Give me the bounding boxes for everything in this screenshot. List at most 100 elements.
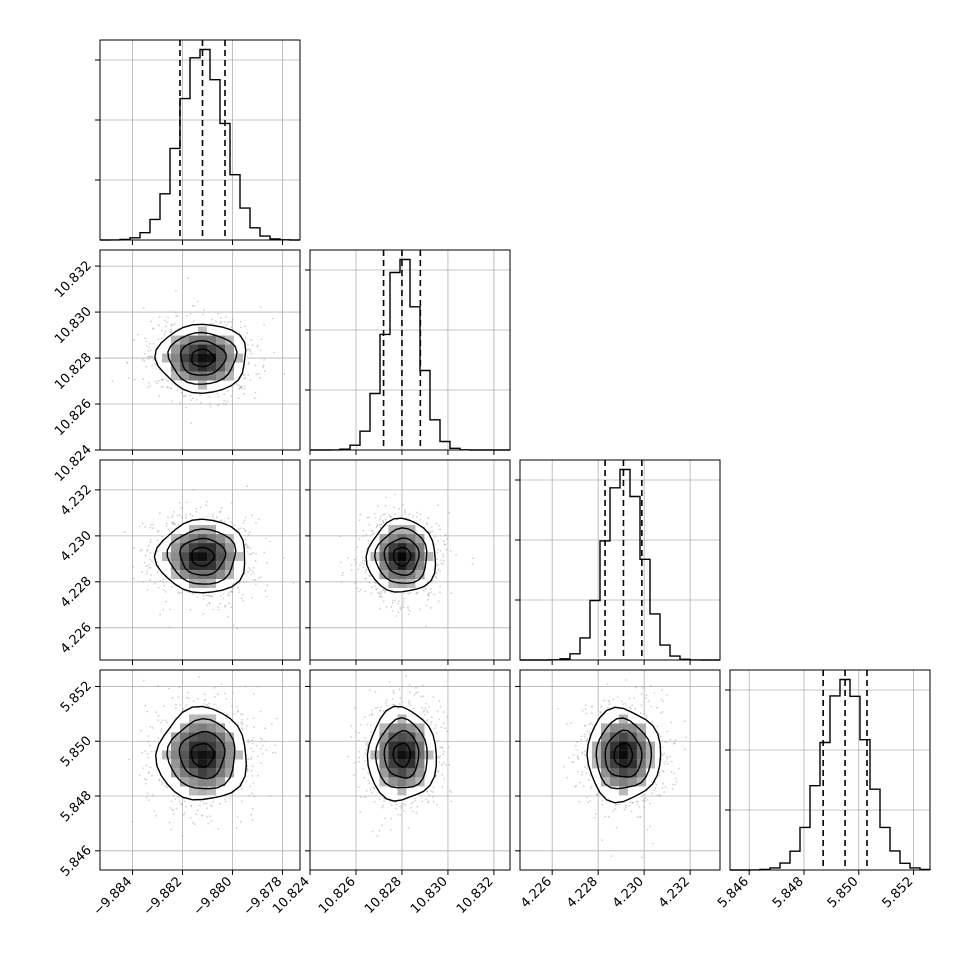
scatter-point xyxy=(220,506,223,509)
scatter-point xyxy=(196,300,199,303)
density-cell xyxy=(198,371,207,381)
scatter-point xyxy=(282,557,285,559)
scatter-point xyxy=(409,704,412,706)
scatter-point xyxy=(472,557,474,560)
scatter-point xyxy=(390,606,393,608)
density-cell xyxy=(415,768,425,778)
scatter-point xyxy=(386,704,389,707)
scatter-point xyxy=(250,758,252,760)
scatter-point xyxy=(426,711,429,714)
scatter-point xyxy=(378,798,381,801)
scatter-point xyxy=(151,355,154,358)
scatter-point xyxy=(167,516,169,519)
scatter-point xyxy=(342,571,344,574)
density-cell xyxy=(198,777,207,787)
scatter-point xyxy=(251,596,254,599)
density-cell xyxy=(180,750,189,760)
scatter-point xyxy=(256,344,259,347)
scatter-point xyxy=(175,703,177,706)
scatter-point xyxy=(227,593,229,596)
scatter-point xyxy=(247,546,250,549)
scatter-point xyxy=(145,572,148,575)
scatter-point xyxy=(210,820,213,823)
scatter-point xyxy=(150,750,153,753)
scatter-point xyxy=(152,342,155,345)
scatter-point xyxy=(257,372,260,375)
scatter-point xyxy=(217,404,219,407)
density-cell xyxy=(162,552,171,562)
scatter-point xyxy=(364,715,366,718)
scatter-point xyxy=(156,571,159,573)
scatter-point xyxy=(674,739,677,741)
density-cell xyxy=(406,579,416,589)
scatter-point xyxy=(566,776,569,779)
scatter-point xyxy=(238,528,240,531)
scatter-point xyxy=(145,782,147,785)
scatter-point xyxy=(394,599,397,602)
scatter-point xyxy=(269,540,271,543)
scatter-point xyxy=(251,570,254,573)
scatter-point xyxy=(427,517,430,520)
scatter-point xyxy=(145,345,148,347)
scatter-point xyxy=(224,800,227,803)
scatter-point xyxy=(389,800,391,803)
scatter-point xyxy=(442,555,444,558)
scatter-point xyxy=(150,574,152,576)
scatter-point xyxy=(439,746,442,749)
scatter-point xyxy=(399,608,402,610)
scatter-point xyxy=(444,764,447,766)
scatter-point xyxy=(182,395,185,398)
contour-3 xyxy=(365,517,437,593)
scatter-point xyxy=(165,719,167,722)
scatter-point xyxy=(217,608,220,611)
scatter-point xyxy=(381,519,384,522)
density-cell xyxy=(171,362,180,372)
density-cell xyxy=(189,552,198,562)
scatter-point xyxy=(190,399,192,401)
density-cell xyxy=(225,750,234,760)
scatter-point xyxy=(184,800,186,803)
density-cell xyxy=(207,768,216,778)
scatter-point xyxy=(358,519,361,522)
scatter-point xyxy=(243,385,246,388)
scatter-point xyxy=(208,601,211,604)
scatter-point xyxy=(408,684,411,686)
scatter-point xyxy=(425,798,427,801)
scatter-point xyxy=(428,594,430,597)
scatter-point xyxy=(141,522,144,525)
scatter-point xyxy=(228,591,231,594)
scatter-point xyxy=(246,718,249,720)
scatter-point xyxy=(443,559,445,562)
y-tick-label: 10.824 xyxy=(52,442,95,485)
density-cell xyxy=(225,543,234,553)
scatter-point xyxy=(368,782,371,785)
scatter-point xyxy=(250,573,253,576)
scatter-point xyxy=(362,768,364,770)
scatter-point xyxy=(437,771,440,773)
scatter-point xyxy=(422,711,425,713)
scatter-point xyxy=(448,763,451,766)
scatter-point xyxy=(411,810,414,813)
scatter-point xyxy=(209,815,211,818)
scatter-point xyxy=(370,530,373,532)
scatter-point xyxy=(248,567,251,569)
contour-3 xyxy=(366,705,437,802)
scatter-point xyxy=(283,372,286,375)
scatter-point xyxy=(179,513,181,516)
scatter-point xyxy=(137,333,140,336)
density-cell xyxy=(415,543,425,553)
scatter-point xyxy=(252,692,255,695)
scatter-point xyxy=(171,697,174,699)
scatter-point xyxy=(164,591,167,593)
scatter-point xyxy=(358,731,361,734)
scatter-point xyxy=(166,379,169,382)
density-cell xyxy=(180,777,189,787)
scatter-point xyxy=(359,811,362,814)
scatter-point xyxy=(409,610,411,612)
scatter-point xyxy=(255,553,257,555)
scatter-point xyxy=(205,594,208,597)
density-cell xyxy=(216,543,225,553)
scatter-point xyxy=(219,511,221,514)
scatter-point xyxy=(362,529,365,532)
scatter-point xyxy=(143,561,146,564)
